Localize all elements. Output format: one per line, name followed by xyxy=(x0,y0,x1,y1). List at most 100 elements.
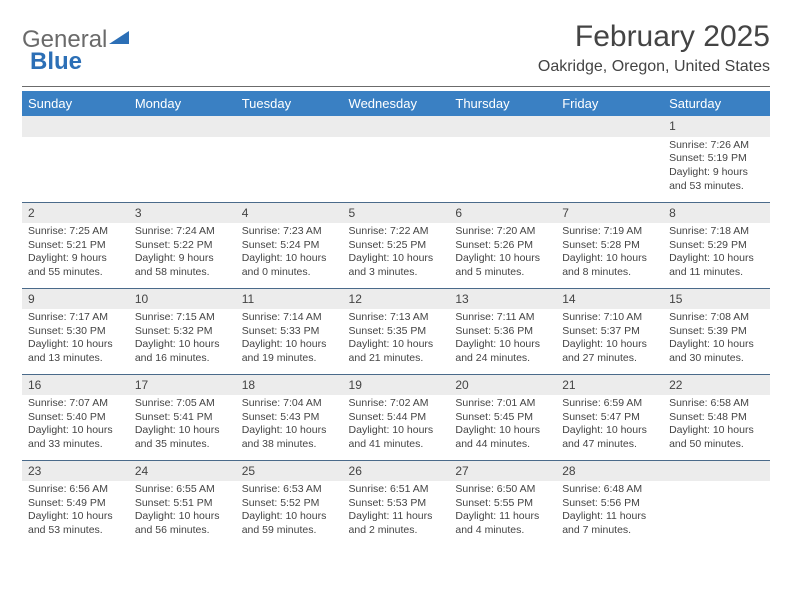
day-number: 3 xyxy=(129,203,236,224)
logo-text-blue: Blue xyxy=(30,48,82,76)
weekday-header: Saturday xyxy=(663,91,770,116)
daylight-text: and 50 minutes. xyxy=(669,438,764,452)
day-number: 7 xyxy=(556,203,663,224)
sunrise-text: Sunrise: 7:01 AM xyxy=(455,397,550,411)
daylight-text: and 55 minutes. xyxy=(28,266,123,280)
sunrise-text: Sunrise: 7:19 AM xyxy=(562,225,657,239)
sunset-text: Sunset: 5:56 PM xyxy=(562,497,657,511)
page-title: February 2025 xyxy=(538,20,770,54)
title-block: February 2025 Oakridge, Oregon, United S… xyxy=(538,20,770,76)
weekday-header: Wednesday xyxy=(343,91,450,116)
day-data: Sunrise: 7:24 AMSunset: 5:22 PMDaylight:… xyxy=(129,223,236,286)
day-number: 10 xyxy=(129,289,236,310)
day-data: Sunrise: 6:51 AMSunset: 5:53 PMDaylight:… xyxy=(343,481,450,544)
sunrise-text: Sunrise: 7:10 AM xyxy=(562,311,657,325)
daylight-text: and 2 minutes. xyxy=(349,524,444,538)
day-number: 15 xyxy=(663,289,770,310)
sunset-text: Sunset: 5:40 PM xyxy=(28,411,123,425)
calendar-day-cell: 1Sunrise: 7:26 AMSunset: 5:19 PMDaylight… xyxy=(663,116,770,202)
daylight-text: Daylight: 9 hours xyxy=(28,252,123,266)
daylight-text: and 11 minutes. xyxy=(669,266,764,280)
day-number: 25 xyxy=(236,461,343,482)
day-data: Sunrise: 7:11 AMSunset: 5:36 PMDaylight:… xyxy=(449,309,556,372)
weekday-header: Sunday xyxy=(22,91,129,116)
calendar-day-cell: 7Sunrise: 7:19 AMSunset: 5:28 PMDaylight… xyxy=(556,202,663,288)
sunrise-text: Sunrise: 7:17 AM xyxy=(28,311,123,325)
sunrise-text: Sunrise: 6:56 AM xyxy=(28,483,123,497)
day-data: Sunrise: 7:22 AMSunset: 5:25 PMDaylight:… xyxy=(343,223,450,286)
sunset-text: Sunset: 5:41 PM xyxy=(135,411,230,425)
sunset-text: Sunset: 5:35 PM xyxy=(349,325,444,339)
daylight-text: Daylight: 9 hours xyxy=(135,252,230,266)
calendar-day-cell: 21Sunrise: 6:59 AMSunset: 5:47 PMDayligh… xyxy=(556,374,663,460)
day-number: 24 xyxy=(129,461,236,482)
daylight-text: and 47 minutes. xyxy=(562,438,657,452)
day-data: Sunrise: 7:08 AMSunset: 5:39 PMDaylight:… xyxy=(663,309,770,372)
sunrise-text: Sunrise: 7:25 AM xyxy=(28,225,123,239)
daylight-text: Daylight: 10 hours xyxy=(669,424,764,438)
weekday-header-row: Sunday Monday Tuesday Wednesday Thursday… xyxy=(22,91,770,116)
sunset-text: Sunset: 5:39 PM xyxy=(669,325,764,339)
sunrise-text: Sunrise: 7:26 AM xyxy=(669,139,764,153)
sunrise-text: Sunrise: 7:13 AM xyxy=(349,311,444,325)
day-data: Sunrise: 7:15 AMSunset: 5:32 PMDaylight:… xyxy=(129,309,236,372)
daylight-text: and 19 minutes. xyxy=(242,352,337,366)
calendar-day-cell: 26Sunrise: 6:51 AMSunset: 5:53 PMDayligh… xyxy=(343,460,450,546)
daylight-text: Daylight: 10 hours xyxy=(242,424,337,438)
day-data: Sunrise: 7:23 AMSunset: 5:24 PMDaylight:… xyxy=(236,223,343,286)
sunset-text: Sunset: 5:24 PM xyxy=(242,239,337,253)
sunset-text: Sunset: 5:52 PM xyxy=(242,497,337,511)
calendar-day-cell: 4Sunrise: 7:23 AMSunset: 5:24 PMDaylight… xyxy=(236,202,343,288)
day-data: Sunrise: 7:05 AMSunset: 5:41 PMDaylight:… xyxy=(129,395,236,458)
calendar-week-row: 23Sunrise: 6:56 AMSunset: 5:49 PMDayligh… xyxy=(22,460,770,546)
header-rule xyxy=(22,86,770,87)
daylight-text: Daylight: 10 hours xyxy=(562,338,657,352)
calendar-day-cell: 9Sunrise: 7:17 AMSunset: 5:30 PMDaylight… xyxy=(22,288,129,374)
sunset-text: Sunset: 5:51 PM xyxy=(135,497,230,511)
sunrise-text: Sunrise: 7:11 AM xyxy=(455,311,550,325)
day-data: Sunrise: 7:02 AMSunset: 5:44 PMDaylight:… xyxy=(343,395,450,458)
daylight-text: Daylight: 10 hours xyxy=(242,252,337,266)
sunset-text: Sunset: 5:25 PM xyxy=(349,239,444,253)
day-number: 6 xyxy=(449,203,556,224)
daylight-text: and 4 minutes. xyxy=(455,524,550,538)
day-number: 17 xyxy=(129,375,236,396)
daylight-text: Daylight: 11 hours xyxy=(349,510,444,524)
calendar-day-cell: 10Sunrise: 7:15 AMSunset: 5:32 PMDayligh… xyxy=(129,288,236,374)
sunrise-text: Sunrise: 6:48 AM xyxy=(562,483,657,497)
day-number: 28 xyxy=(556,461,663,482)
calendar-day-cell xyxy=(556,116,663,202)
day-data: Sunrise: 7:01 AMSunset: 5:45 PMDaylight:… xyxy=(449,395,556,458)
day-number: 13 xyxy=(449,289,556,310)
sunrise-text: Sunrise: 6:53 AM xyxy=(242,483,337,497)
daylight-text: and 21 minutes. xyxy=(349,352,444,366)
calendar-day-cell xyxy=(449,116,556,202)
calendar-day-cell: 24Sunrise: 6:55 AMSunset: 5:51 PMDayligh… xyxy=(129,460,236,546)
calendar-week-row: 16Sunrise: 7:07 AMSunset: 5:40 PMDayligh… xyxy=(22,374,770,460)
day-data: Sunrise: 6:55 AMSunset: 5:51 PMDaylight:… xyxy=(129,481,236,544)
calendar-day-cell: 14Sunrise: 7:10 AMSunset: 5:37 PMDayligh… xyxy=(556,288,663,374)
sunrise-text: Sunrise: 7:23 AM xyxy=(242,225,337,239)
calendar-day-cell: 22Sunrise: 6:58 AMSunset: 5:48 PMDayligh… xyxy=(663,374,770,460)
day-data: Sunrise: 7:18 AMSunset: 5:29 PMDaylight:… xyxy=(663,223,770,286)
sunrise-text: Sunrise: 6:59 AM xyxy=(562,397,657,411)
daylight-text: and 41 minutes. xyxy=(349,438,444,452)
calendar-day-cell: 17Sunrise: 7:05 AMSunset: 5:41 PMDayligh… xyxy=(129,374,236,460)
daylight-text: and 56 minutes. xyxy=(135,524,230,538)
calendar-day-cell: 8Sunrise: 7:18 AMSunset: 5:29 PMDaylight… xyxy=(663,202,770,288)
weekday-header: Monday xyxy=(129,91,236,116)
daylight-text: Daylight: 10 hours xyxy=(669,338,764,352)
daylight-text: Daylight: 10 hours xyxy=(135,338,230,352)
day-data: Sunrise: 6:50 AMSunset: 5:55 PMDaylight:… xyxy=(449,481,556,544)
daylight-text: and 53 minutes. xyxy=(28,524,123,538)
daylight-text: Daylight: 10 hours xyxy=(28,510,123,524)
calendar-day-cell xyxy=(663,460,770,546)
day-data: Sunrise: 7:25 AMSunset: 5:21 PMDaylight:… xyxy=(22,223,129,286)
weekday-header: Tuesday xyxy=(236,91,343,116)
sunrise-text: Sunrise: 7:22 AM xyxy=(349,225,444,239)
day-number-empty xyxy=(556,116,663,137)
day-number: 5 xyxy=(343,203,450,224)
day-number: 18 xyxy=(236,375,343,396)
daylight-text: Daylight: 10 hours xyxy=(455,338,550,352)
calendar-week-row: 2Sunrise: 7:25 AMSunset: 5:21 PMDaylight… xyxy=(22,202,770,288)
